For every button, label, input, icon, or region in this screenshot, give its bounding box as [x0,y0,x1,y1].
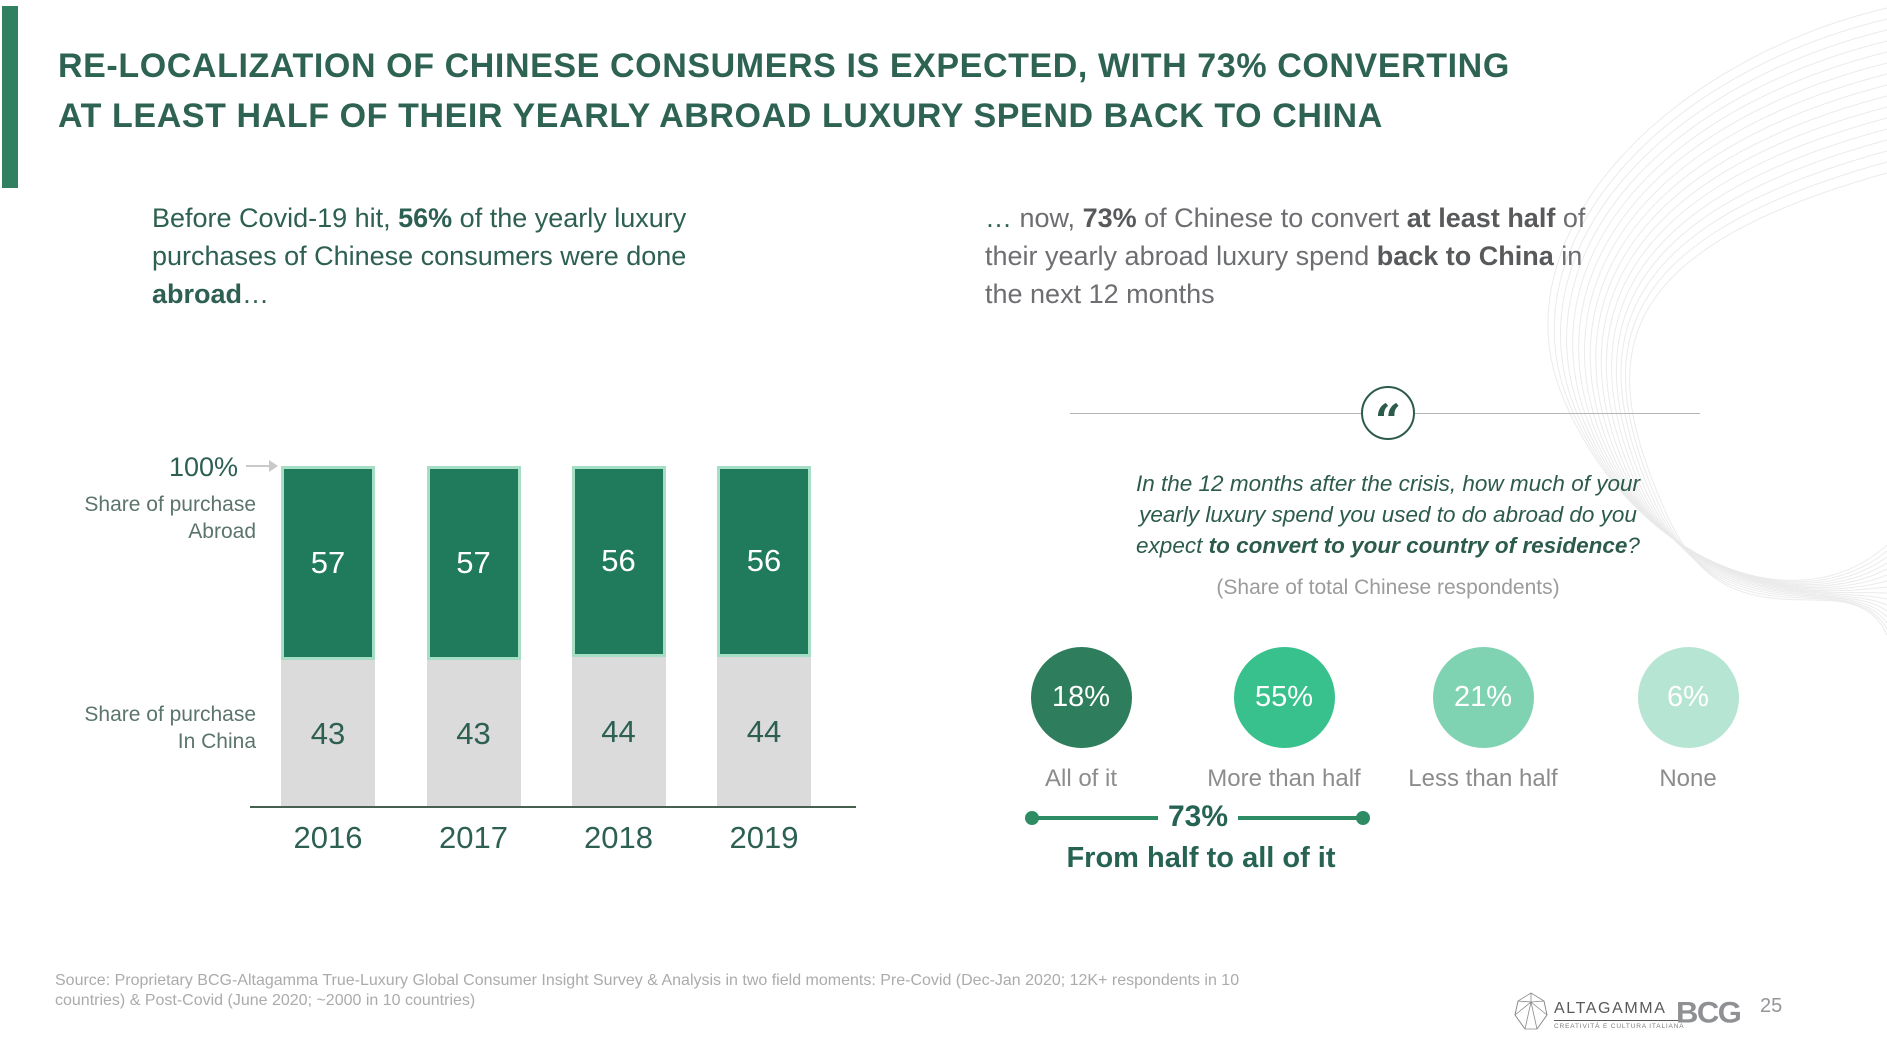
respondent-circle-less-than-half: 21% [1432,647,1534,748]
bar-2019: 56 44 [717,466,811,807]
series-label-abroad: Share of purchase Abroad [84,493,256,543]
page-title: RE-LOCALIZATION OF CHINESE CONSUMERS IS … [58,41,1510,141]
page-number: 25 [1760,995,1783,1017]
series-label-in-china: Share of purchase In China [84,703,256,753]
year-label-2018: 2018 [584,820,653,855]
source-note: Source: Proprietary BCG-Altagamma True-L… [55,972,1240,1009]
quote-icon: “ [1374,394,1402,448]
bracket-right-segment [1238,816,1360,820]
right-arrow-icon-head [269,460,278,472]
respondent-more-than-half: 55% More than half [1204,647,1364,793]
bracket-value: 73% [1167,800,1229,833]
bar-segment-abroad: 56 [571,466,666,657]
altagamma-tagline: CREATIVITÀ E CULTURA ITALIANA [1554,1023,1685,1030]
bracket-right-dot [1356,811,1370,825]
bar-2017: 57 43 [426,466,521,807]
bar-2018: 56 44 [571,466,666,807]
bar-segment-abroad: 57 [281,466,375,661]
respondent-less-than-half: 21% Less than half [1403,647,1563,793]
bar-2016: 57 43 [281,466,375,807]
accent-bar [2,6,18,188]
intro-left-paragraph: Before Covid-19 hit, 56% of the yearly l… [152,203,687,309]
respondent-none: 6% None [1608,647,1768,793]
respondent-circle-none: 6% [1637,647,1739,748]
right-arrow-icon [246,465,270,467]
page-title-line2: AT LEAST HALF OF THEIR YEARLY ABROAD LUX… [58,97,1383,135]
bracket-left-segment [1036,816,1158,820]
respondent-label-less-than-half: Less than half [1408,765,1558,792]
survey-question: In the 12 months after the crisis, how m… [1136,471,1640,558]
bracket-left-dot [1025,811,1039,825]
bar-segment-abroad: 56 [717,466,811,657]
respondents-subtitle: (Share of total Chinese respondents) [1216,576,1560,599]
respondent-circle-all-of-it: 18% [1030,647,1132,748]
page-title-line1: RE-LOCALIZATION OF CHINESE CONSUMERS IS … [58,47,1510,85]
bar-segment-in-china: 43 [281,660,375,807]
altagamma-logo: ALTAGAMMA CREATIVITÀ E CULTURA ITALIANA [1514,992,1685,1030]
quote-badge: “ [1361,386,1415,444]
respondent-label-more-than-half: More than half [1207,765,1361,792]
intro-right-paragraph: … now, 73% of Chinese to convert at leas… [985,203,1586,309]
axis-annotation-100pct: 100% [168,452,238,482]
chart-x-axis [250,806,856,808]
respondent-label-all-of-it: All of it [1044,765,1118,792]
bar-segment-in-china: 43 [426,660,521,807]
year-label-2019: 2019 [729,820,799,855]
bar-segment-in-china: 44 [571,656,666,807]
year-label-2017: 2017 [439,820,508,855]
year-label-2016: 2016 [293,820,363,855]
bar-segment-in-china: 44 [717,656,811,807]
altagamma-polyhedron-icon [1514,992,1548,1030]
bracket-label: From half to all of it [1066,842,1336,874]
bar-segment-abroad: 57 [426,466,521,661]
respondent-label-none: None [1659,765,1717,792]
altagamma-wordmark: ALTAGAMMA [1554,1000,1685,1021]
respondent-all-of-it: 18% All of it [1001,647,1161,793]
respondent-circle-more-than-half: 55% [1233,647,1335,748]
bcg-logo: BCG [1676,995,1742,1030]
